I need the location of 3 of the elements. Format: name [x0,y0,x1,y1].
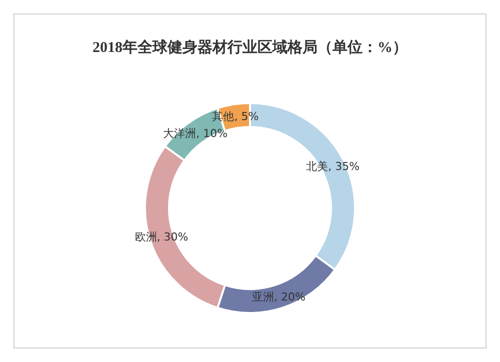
chart-title: 2018年全球健身器材行业区域格局（单位：%） [92,39,408,56]
slice-label: 亚洲, 20% [252,290,306,304]
slice-label: 北美, 35% [306,160,360,173]
